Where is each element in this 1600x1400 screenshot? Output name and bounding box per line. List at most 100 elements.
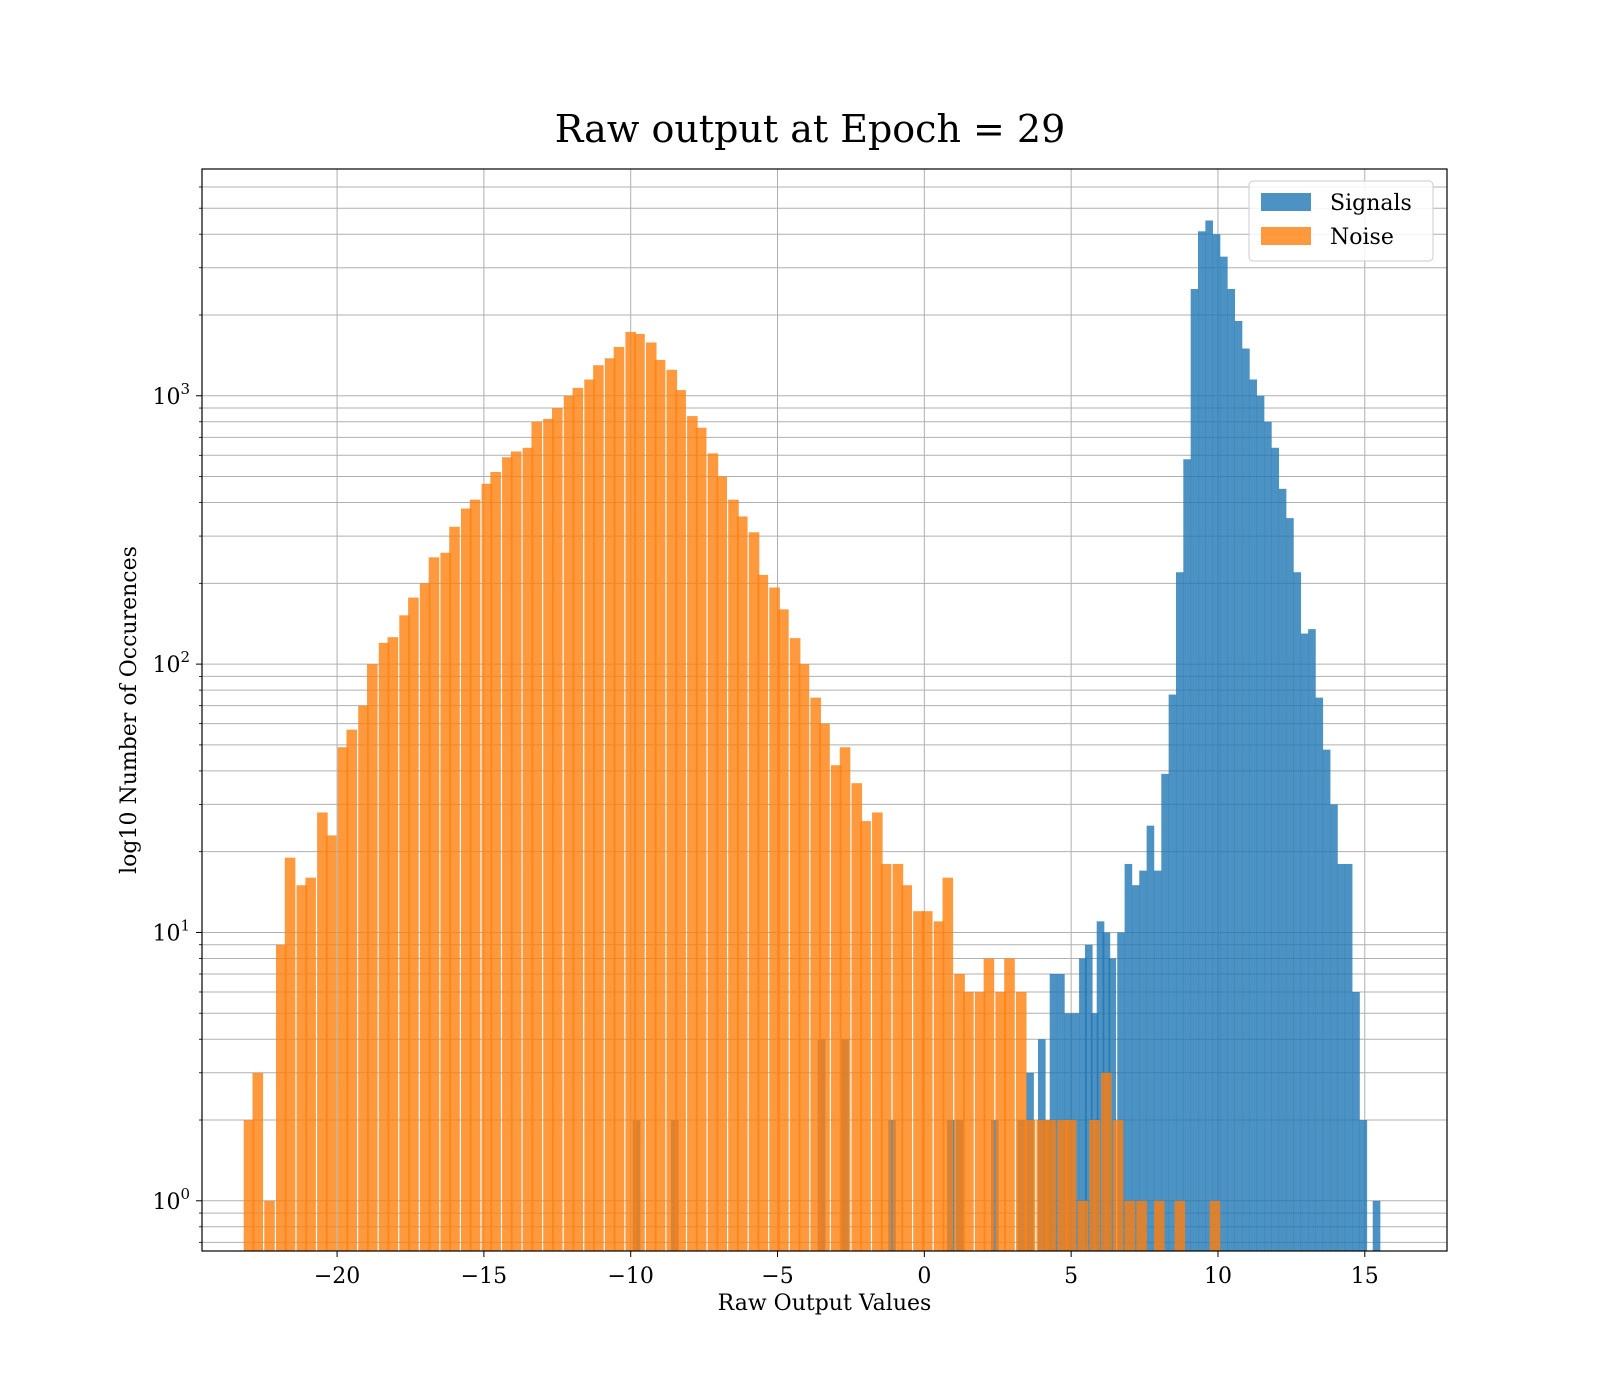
histogram-bar <box>1096 921 1105 1251</box>
histogram-bar <box>367 664 378 1251</box>
histogram-bar <box>510 451 522 1252</box>
histogram-bar <box>789 638 801 1251</box>
histogram-bar <box>810 697 821 1251</box>
histogram-bar <box>419 583 431 1251</box>
histogram-bar <box>449 526 460 1251</box>
histogram-bar <box>888 1120 896 1251</box>
histogram-bar <box>880 863 892 1251</box>
histogram-bar <box>748 532 760 1251</box>
histogram-bar <box>819 723 830 1251</box>
histogram-bar <box>1108 958 1117 1251</box>
histogram-bar <box>408 597 419 1251</box>
histogram-bar <box>317 812 328 1251</box>
plot-area-frame <box>201 168 1448 1252</box>
histogram-bar <box>1220 256 1228 1251</box>
histogram-bar <box>1190 288 1199 1251</box>
histogram-bar <box>1101 1072 1112 1251</box>
histogram-bar <box>839 747 851 1251</box>
histogram-bar <box>1153 1200 1165 1251</box>
histogram-bar <box>593 365 604 1251</box>
histogram-bar <box>757 574 769 1251</box>
histogram-bar <box>531 421 543 1251</box>
x-axis-label: Raw Output Values <box>718 1291 932 1316</box>
histogram-bar <box>1212 234 1221 1251</box>
histogram-bar <box>399 615 410 1251</box>
histogram-bar <box>1175 572 1184 1251</box>
histogram-bar <box>666 369 678 1252</box>
histogram-bar <box>563 395 575 1251</box>
histogram-bar <box>1174 1200 1186 1251</box>
histogram-bar <box>1131 885 1140 1251</box>
histogram-bar <box>502 457 513 1251</box>
histogram-bar <box>1337 863 1346 1251</box>
histogram-bar <box>613 346 625 1251</box>
histogram-bar <box>1300 633 1309 1251</box>
histogram-bar <box>1089 1120 1100 1251</box>
histogram-bar <box>1278 488 1287 1251</box>
legend-swatch-noise <box>1261 227 1311 245</box>
histogram-bar <box>860 821 871 1251</box>
histogram-bar <box>305 877 316 1251</box>
x-tick-label: −10 <box>607 1264 653 1289</box>
histogram-bar <box>1234 320 1243 1251</box>
y-tick-label: 103 <box>152 380 190 410</box>
histogram-bar <box>552 408 563 1251</box>
histogram-bar <box>1227 288 1235 1251</box>
histogram-bar <box>716 476 728 1252</box>
y-tick-label: 102 <box>152 648 190 678</box>
chart-title: Raw output at Epoch = 29 <box>555 107 1066 151</box>
histogram-bar <box>1117 932 1125 1251</box>
legend-swatch-signals <box>1261 193 1311 211</box>
y-tick-label: 101 <box>152 916 190 946</box>
histogram-bar <box>892 863 904 1251</box>
histogram-bar <box>346 729 358 1251</box>
histogram-bar <box>983 958 995 1251</box>
histogram-bar <box>675 390 686 1252</box>
histogram-bar <box>325 835 337 1251</box>
histogram-bar <box>604 358 616 1251</box>
axis-ticks: −20 −15 −10 −5 0 5 10 15 100 101 102 103 <box>152 186 1379 1289</box>
histogram-bar <box>1256 395 1265 1251</box>
histogram-bar <box>1330 804 1338 1251</box>
histogram-bar <box>1322 749 1331 1251</box>
histogram-bar <box>490 471 501 1251</box>
histogram-bar <box>1344 863 1353 1251</box>
histogram-bar <box>1045 1120 1056 1251</box>
histogram-bar <box>995 991 1006 1251</box>
legend-label-noise: Noise <box>1330 225 1394 250</box>
histogram-bar <box>358 705 369 1251</box>
histogram-bar <box>634 333 645 1251</box>
histogram-bar <box>901 885 913 1251</box>
histogram-bar <box>284 857 296 1251</box>
histogram-bar <box>1249 379 1258 1251</box>
legend-label-signals: Signals <box>1330 191 1412 216</box>
histogram-bar <box>1139 870 1147 1251</box>
histogram-bar <box>1015 991 1027 1251</box>
histogram-bar <box>1293 572 1302 1251</box>
histogram-bar <box>1065 1120 1077 1251</box>
histogram-bar <box>252 1072 264 1251</box>
histogram-bar <box>1049 974 1058 1251</box>
histogram-bar <box>1209 1200 1221 1251</box>
histogram-bar <box>798 664 810 1251</box>
histogram-bar <box>460 508 472 1251</box>
x-tick-label: 10 <box>1204 1264 1232 1289</box>
histogram-bar <box>572 387 584 1251</box>
histogram-bar <box>1271 447 1280 1251</box>
histogram-bar <box>990 1120 999 1251</box>
legend: Signals Noise <box>1248 180 1434 262</box>
histogram-bar <box>728 499 739 1251</box>
histogram-bar <box>830 765 842 1251</box>
histogram-bar <box>963 991 974 1251</box>
histogram-bar <box>695 427 707 1251</box>
histogram-bar <box>736 516 748 1251</box>
histogram-bar <box>1183 459 1191 1251</box>
histogram-bar <box>1024 1120 1036 1251</box>
histogram-bar <box>1161 773 1169 1251</box>
histogram-bar <box>1004 958 1015 1251</box>
histogram-bar <box>1264 421 1272 1251</box>
histogram-bar <box>1205 220 1213 1252</box>
x-tick-label: 15 <box>1351 1264 1379 1289</box>
histogram-bars <box>243 220 1381 1252</box>
